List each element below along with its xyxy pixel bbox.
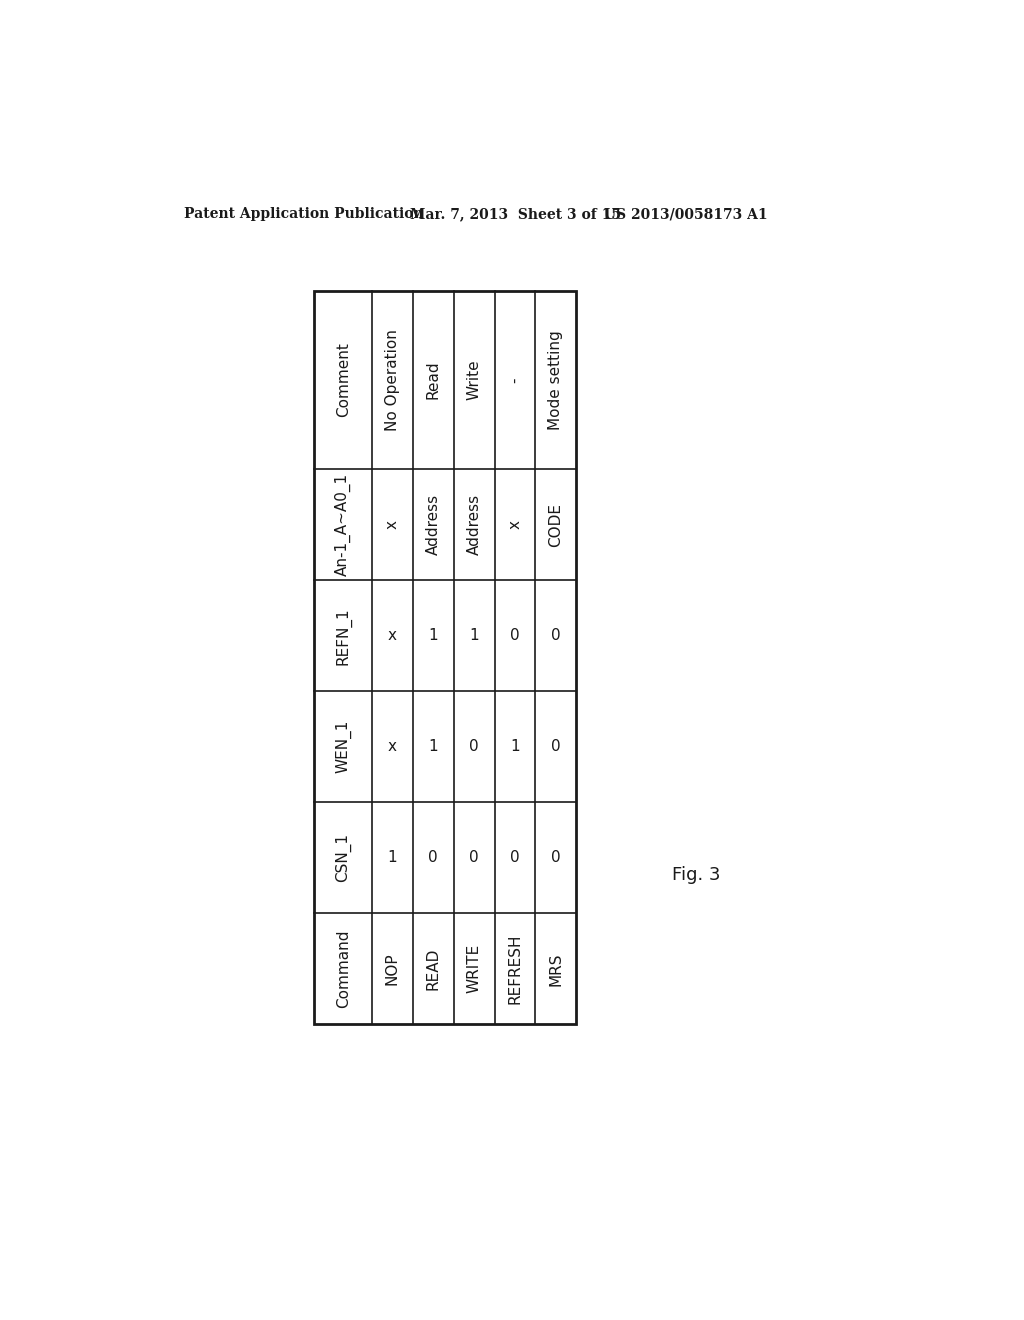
Text: REFN_1: REFN_1 bbox=[335, 607, 351, 664]
Text: Address: Address bbox=[426, 494, 440, 556]
Text: 0: 0 bbox=[469, 739, 479, 754]
Text: 0: 0 bbox=[551, 739, 561, 754]
Text: 1: 1 bbox=[469, 628, 479, 643]
Text: x: x bbox=[388, 628, 396, 643]
Text: CSN_1: CSN_1 bbox=[335, 833, 351, 882]
Text: 1: 1 bbox=[428, 628, 438, 643]
Text: US 2013/0058173 A1: US 2013/0058173 A1 bbox=[604, 207, 768, 222]
Bar bbox=[314, 290, 577, 1024]
Text: REFRESH: REFRESH bbox=[508, 933, 522, 1005]
Text: 0: 0 bbox=[469, 850, 479, 866]
Text: 1: 1 bbox=[387, 850, 397, 866]
Text: x: x bbox=[508, 520, 522, 529]
Text: 0: 0 bbox=[428, 850, 438, 866]
Text: Address: Address bbox=[467, 494, 481, 556]
Text: x: x bbox=[388, 739, 396, 754]
Text: 0: 0 bbox=[510, 850, 520, 866]
Text: Patent Application Publication: Patent Application Publication bbox=[183, 207, 423, 222]
Text: 1: 1 bbox=[510, 739, 520, 754]
Text: x: x bbox=[385, 520, 399, 529]
Text: Fig. 3: Fig. 3 bbox=[672, 866, 720, 884]
Text: 0: 0 bbox=[551, 628, 561, 643]
Text: CODE: CODE bbox=[549, 503, 563, 546]
Text: Command: Command bbox=[336, 929, 350, 1008]
Text: WEN_1: WEN_1 bbox=[335, 721, 351, 774]
Text: Comment: Comment bbox=[336, 342, 350, 417]
Text: Mode setting: Mode setting bbox=[549, 330, 563, 430]
Text: No Operation: No Operation bbox=[385, 329, 399, 430]
Text: WRITE: WRITE bbox=[467, 944, 481, 994]
Text: READ: READ bbox=[426, 948, 440, 990]
Text: An-1_A~A0_1: An-1_A~A0_1 bbox=[335, 473, 351, 577]
Text: 1: 1 bbox=[428, 739, 438, 754]
Text: MRS: MRS bbox=[549, 952, 563, 986]
Text: 0: 0 bbox=[551, 850, 561, 866]
Text: -: - bbox=[508, 378, 522, 383]
Text: Mar. 7, 2013  Sheet 3 of 15: Mar. 7, 2013 Sheet 3 of 15 bbox=[410, 207, 621, 222]
Text: 0: 0 bbox=[510, 628, 520, 643]
Text: Read: Read bbox=[426, 360, 440, 399]
Text: NOP: NOP bbox=[385, 953, 399, 985]
Text: Write: Write bbox=[467, 359, 481, 400]
